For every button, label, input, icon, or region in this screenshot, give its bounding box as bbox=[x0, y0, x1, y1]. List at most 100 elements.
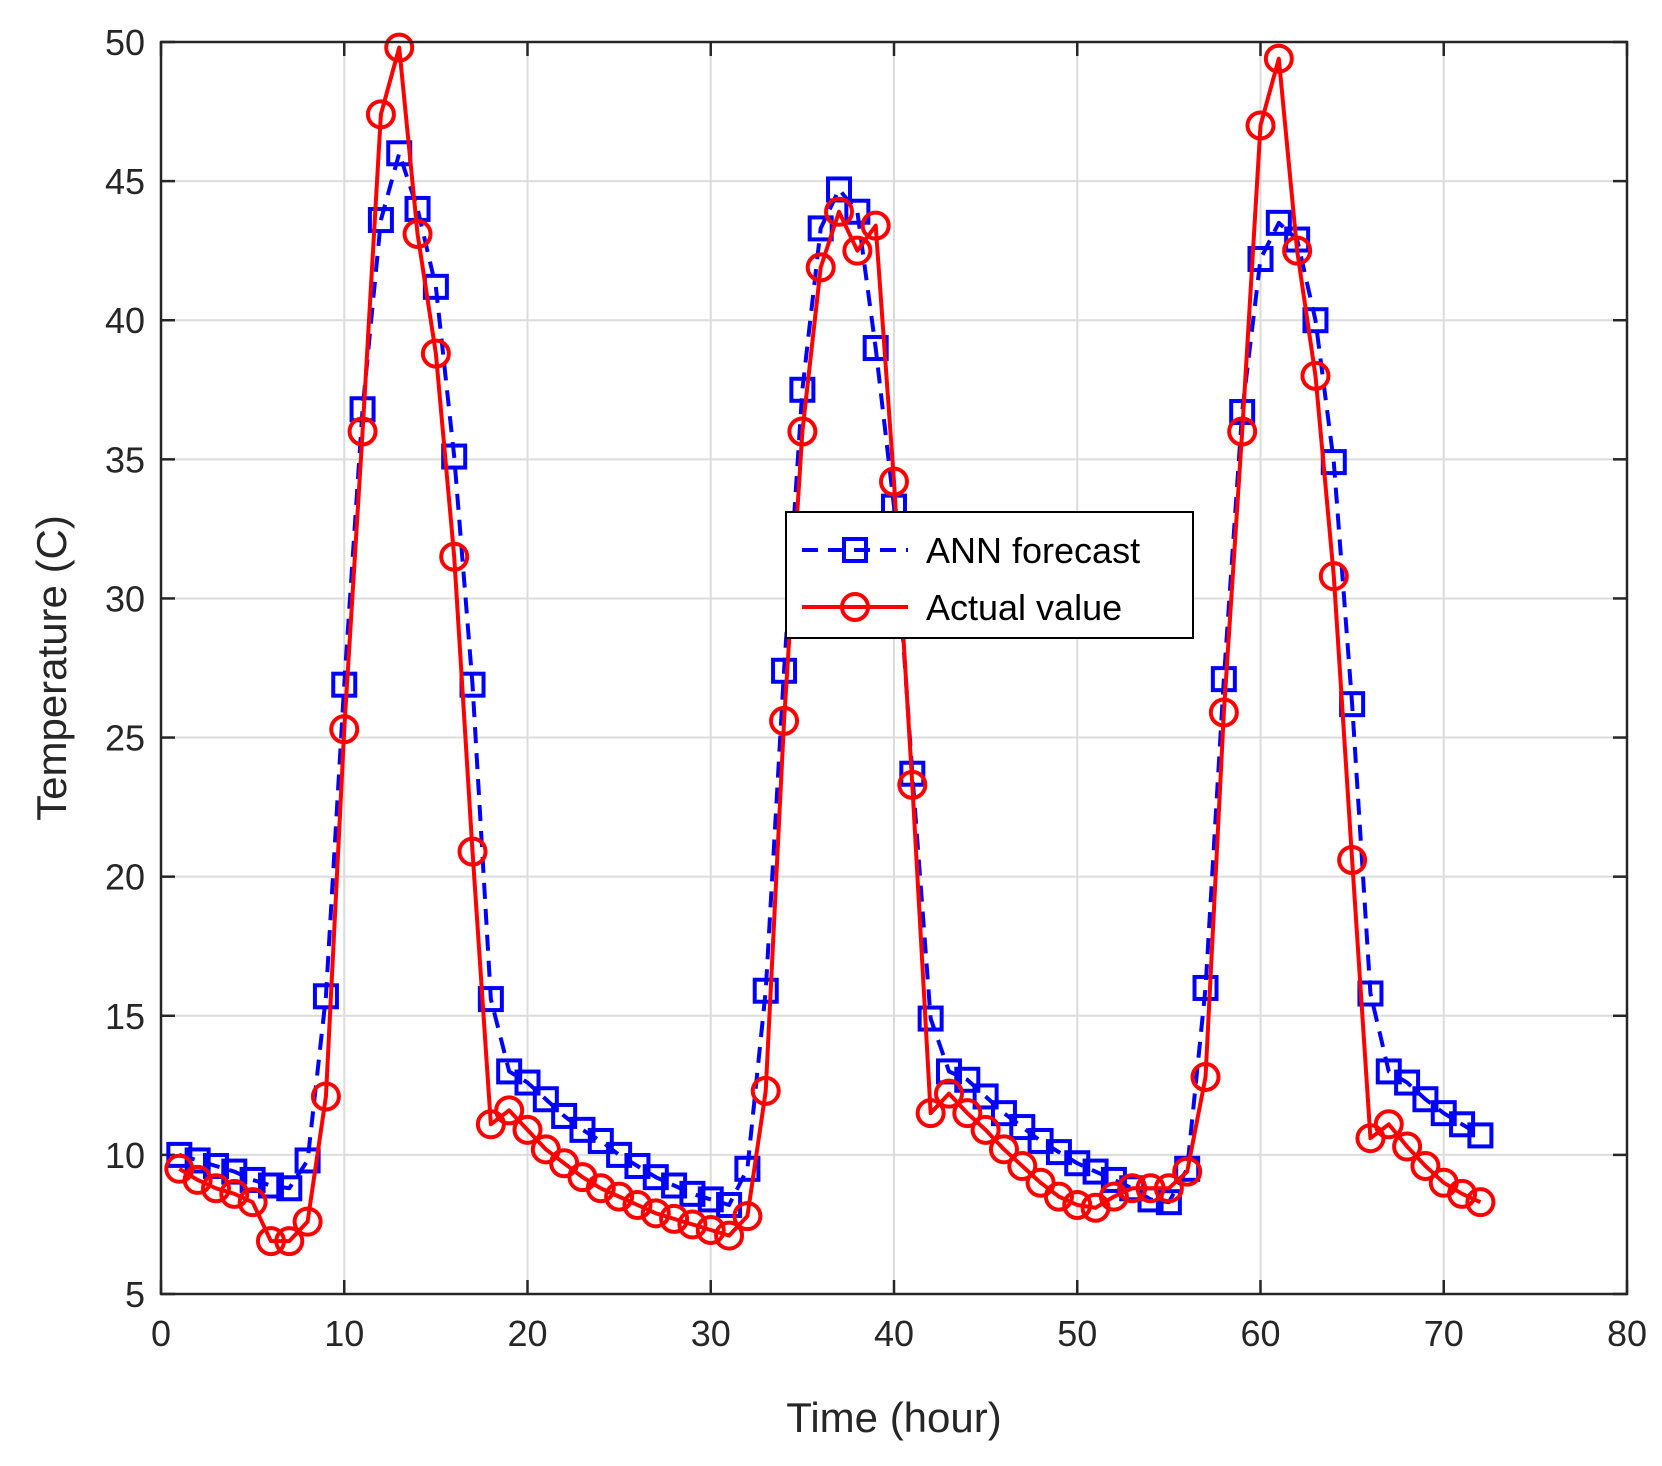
data-point-actual-value bbox=[384, 32, 415, 63]
plot-frame bbox=[159, 40, 1629, 1296]
data-point-ann-forecast bbox=[1192, 974, 1219, 1001]
legend-marker bbox=[840, 592, 870, 622]
x-tick-label: 40 bbox=[874, 1313, 914, 1354]
legend-entry-ann-forecast: ANN forecast bbox=[926, 530, 1140, 571]
data-point-ann-forecast bbox=[257, 1172, 284, 1199]
data-point-ann-forecast bbox=[587, 1127, 614, 1154]
data-point-ann-forecast bbox=[477, 986, 504, 1013]
data-point-actual-value bbox=[200, 1173, 231, 1204]
data-point-actual-value bbox=[1245, 110, 1276, 141]
data-point-actual-value bbox=[310, 1081, 341, 1112]
data-point-actual-value bbox=[1153, 1173, 1184, 1204]
y-axis-label: Temperature (C) bbox=[28, 515, 75, 821]
data-point-actual-value bbox=[182, 1164, 213, 1195]
data-point-actual-value bbox=[732, 1201, 763, 1232]
data-point-actual-value bbox=[1263, 43, 1294, 74]
data-point-actual-value bbox=[842, 235, 873, 266]
data-point-actual-value bbox=[879, 466, 909, 497]
data-point-actual-value bbox=[329, 714, 360, 745]
data-point-ann-forecast bbox=[661, 1172, 688, 1199]
data-point-actual-value bbox=[1007, 1151, 1038, 1182]
data-point-actual-value bbox=[897, 769, 928, 800]
data-point-ann-forecast bbox=[990, 1100, 1017, 1127]
data-point-actual-value bbox=[787, 416, 818, 447]
data-point-actual-value bbox=[622, 1189, 653, 1220]
data-point-actual-value bbox=[1227, 416, 1258, 447]
data-point-actual-value bbox=[1373, 1109, 1404, 1140]
data-point-actual-value bbox=[1392, 1131, 1423, 1162]
y-tick-label: 45 bbox=[105, 161, 145, 202]
data-point-ann-forecast bbox=[1394, 1069, 1421, 1096]
legend-sample-ann-forecast bbox=[802, 537, 908, 563]
data-point-ann-forecast bbox=[1064, 1150, 1091, 1177]
series-line-ann-forecast bbox=[178, 151, 1482, 1207]
data-point-actual-value bbox=[274, 1226, 305, 1257]
legend: ANN forecast Actual value bbox=[785, 511, 1194, 639]
y-tick-label: 30 bbox=[105, 578, 145, 619]
data-point-ann-forecast bbox=[844, 198, 871, 225]
data-point-actual-value bbox=[1190, 1061, 1221, 1092]
data-point-ann-forecast bbox=[917, 1005, 944, 1032]
data-point-ann-forecast bbox=[697, 1186, 724, 1213]
data-point-actual-value bbox=[769, 705, 800, 736]
data-point-actual-value bbox=[219, 1178, 250, 1209]
data-point-actual-value bbox=[1447, 1178, 1478, 1209]
data-point-ann-forecast bbox=[734, 1155, 761, 1182]
y-tick-label: 15 bbox=[105, 996, 145, 1037]
data-point-ann-forecast bbox=[642, 1164, 669, 1191]
data-point-actual-value bbox=[365, 99, 396, 130]
data-point-actual-value bbox=[292, 1206, 323, 1237]
data-point-actual-value bbox=[714, 1220, 745, 1251]
axes: 0 10 20 30 40 50 60 70 80 5 10 15 20 25 30 35 40 45 50 bbox=[105, 22, 1647, 1354]
legend-box bbox=[785, 511, 1194, 639]
data-point-ann-forecast bbox=[312, 983, 339, 1010]
x-tick-label: 80 bbox=[1607, 1313, 1647, 1354]
data-point-ann-forecast bbox=[294, 1147, 321, 1174]
data-point-actual-value bbox=[237, 1187, 268, 1218]
data-point-ann-forecast bbox=[954, 1066, 981, 1093]
legend-entry-actual-value: Actual value bbox=[926, 587, 1122, 628]
data-point-actual-value bbox=[860, 210, 891, 241]
data-point-actual-value bbox=[640, 1198, 671, 1229]
data-point-actual-value bbox=[420, 338, 451, 369]
data-point-actual-value bbox=[677, 1209, 708, 1240]
data-point-actual-value bbox=[805, 252, 836, 283]
series-ann-forecast bbox=[166, 140, 1494, 1218]
legend-marker bbox=[842, 537, 868, 563]
data-point-actual-value bbox=[933, 1078, 964, 1109]
data-point-actual-value bbox=[750, 1075, 781, 1106]
x-tick-label: 30 bbox=[691, 1313, 731, 1354]
data-point-ann-forecast bbox=[532, 1086, 559, 1113]
data-point-actual-value bbox=[1337, 844, 1368, 875]
data-point-actual-value bbox=[1172, 1156, 1203, 1187]
x-tick-label: 0 bbox=[151, 1313, 171, 1354]
grid bbox=[160, 41, 1628, 1295]
y-tick-label: 20 bbox=[105, 857, 145, 898]
data-point-ann-forecast bbox=[166, 1141, 193, 1168]
data-point-ann-forecast bbox=[331, 671, 358, 698]
data-point-actual-value bbox=[1117, 1173, 1148, 1204]
data-point-actual-value bbox=[824, 196, 855, 227]
x-axis-label: Time (hour) bbox=[786, 1394, 1001, 1441]
data-point-ann-forecast bbox=[1412, 1086, 1439, 1113]
data-point-actual-value bbox=[970, 1114, 1001, 1145]
x-tick-label: 20 bbox=[507, 1313, 547, 1354]
y-tick-label: 50 bbox=[105, 22, 145, 63]
data-point-actual-value bbox=[695, 1215, 726, 1246]
data-point-actual-value bbox=[1043, 1181, 1074, 1212]
y-tick-label: 10 bbox=[105, 1135, 145, 1176]
data-point-ann-forecast bbox=[972, 1083, 999, 1110]
data-point-ann-forecast bbox=[276, 1175, 303, 1202]
data-point-actual-value bbox=[585, 1173, 616, 1204]
data-point-actual-value bbox=[439, 541, 470, 572]
data-point-ann-forecast bbox=[1247, 246, 1274, 273]
data-point-actual-value bbox=[1208, 697, 1239, 728]
data-point-ann-forecast bbox=[551, 1102, 578, 1129]
data-point-actual-value bbox=[1300, 360, 1331, 391]
data-point-ann-forecast bbox=[367, 207, 394, 234]
data-point-ann-forecast bbox=[1009, 1114, 1036, 1141]
data-point-actual-value bbox=[915, 1098, 946, 1129]
x-tick-label: 10 bbox=[324, 1313, 364, 1354]
data-point-ann-forecast bbox=[1155, 1189, 1182, 1216]
